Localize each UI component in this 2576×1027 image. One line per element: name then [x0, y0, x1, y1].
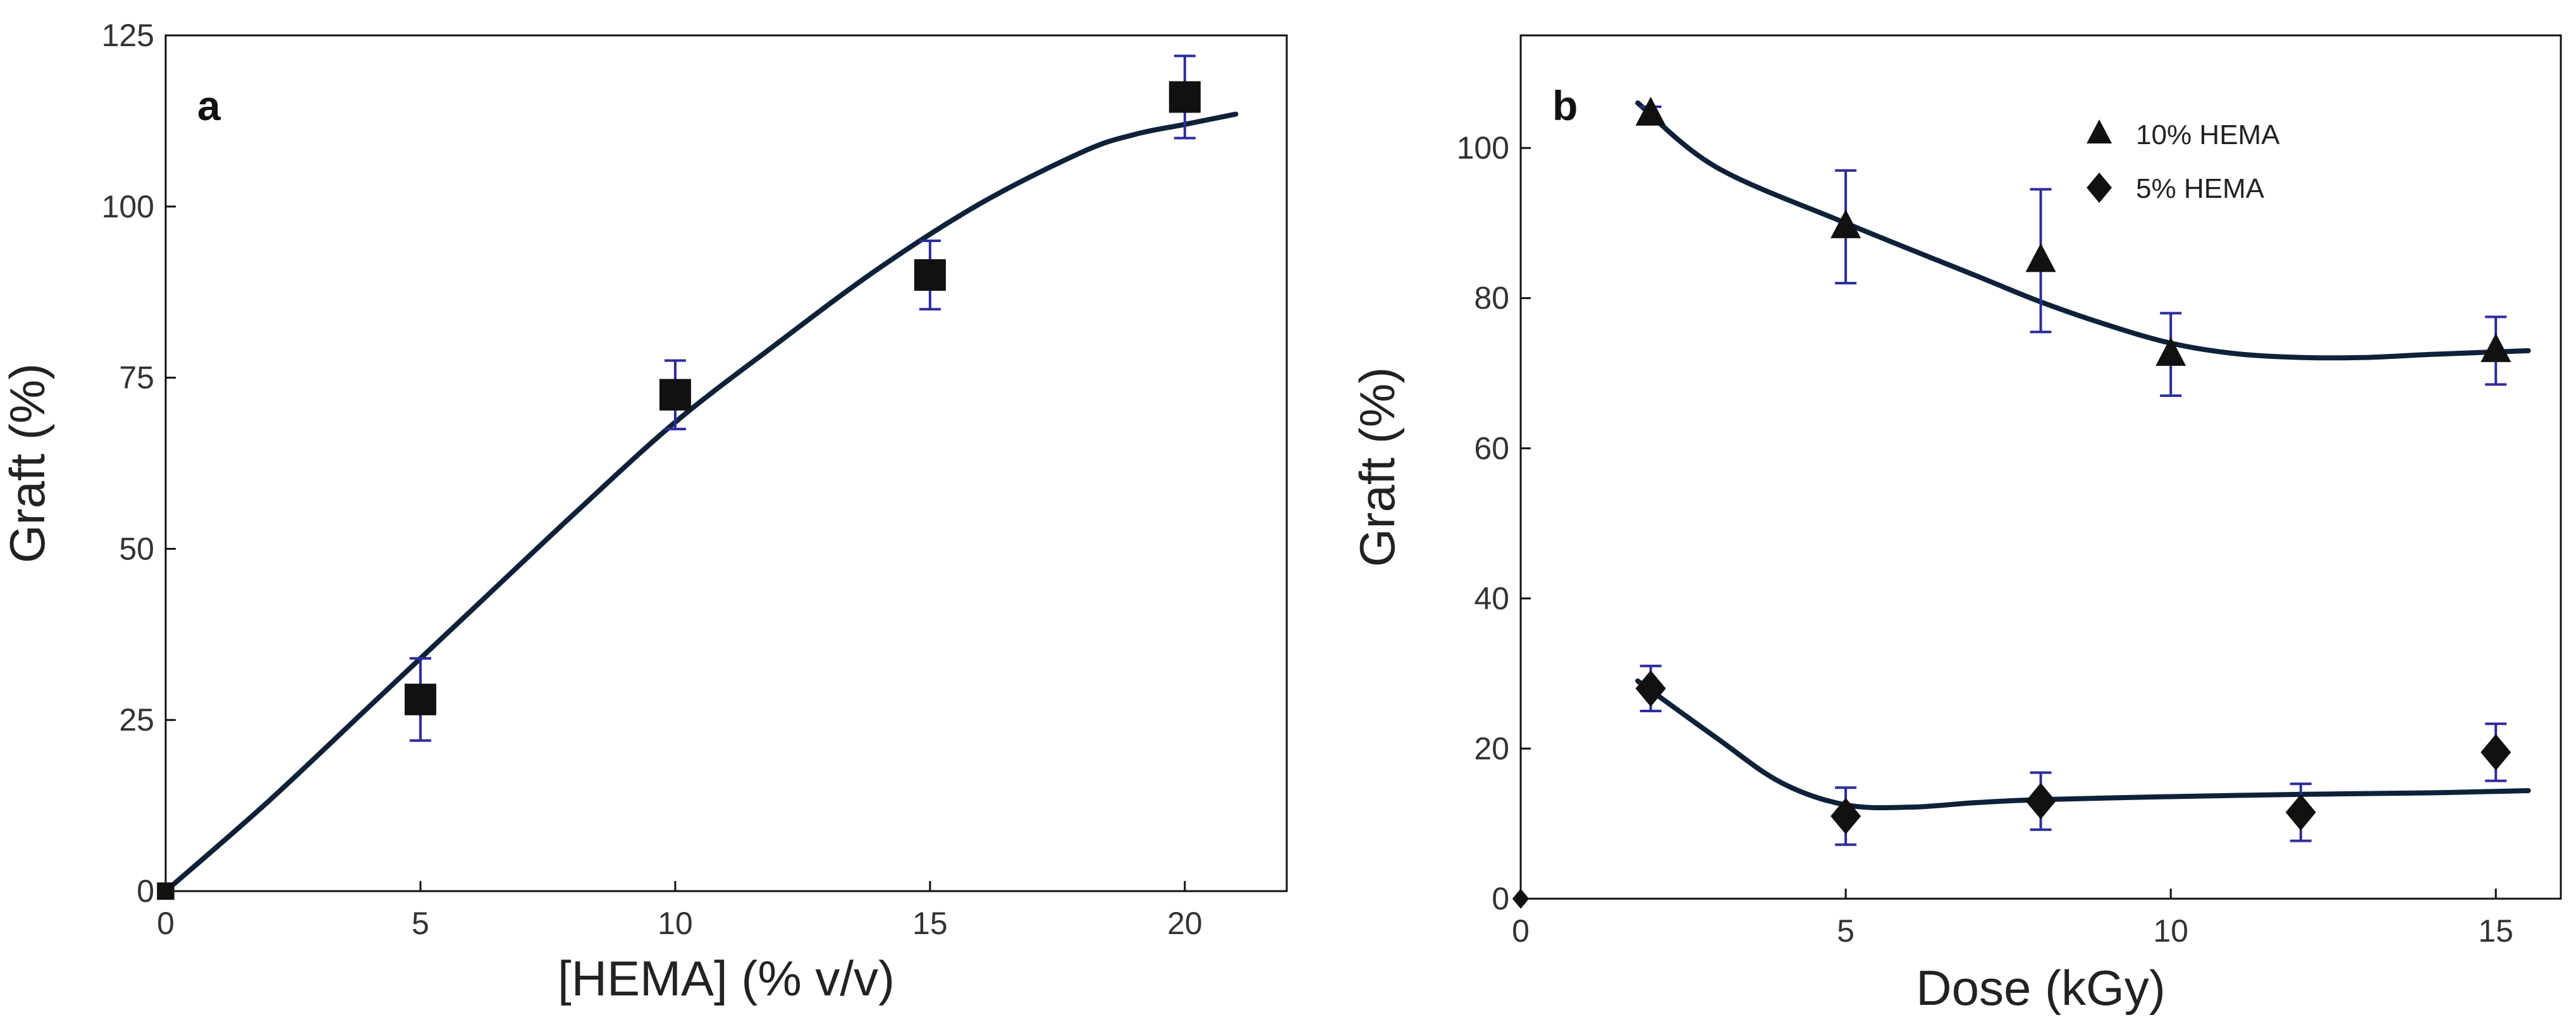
panel-a-y-tick-label: 125: [102, 18, 154, 53]
panel-a-data-point-graft: [659, 379, 691, 411]
panel-b-y-tick-label: 20: [1474, 731, 1509, 766]
panel-b-data-point-10-hema: [2025, 243, 2056, 272]
panel-a-x-tick-label: 10: [658, 906, 693, 941]
panel-b-legend: 10% HEMA 5% HEMA: [2087, 119, 2280, 204]
panel-a-y-tick-label: 75: [119, 360, 154, 396]
panel-a-data-point-graft: [1168, 81, 1201, 113]
panel-a-frame: [164, 34, 1288, 892]
panel-b-data-point-5-hema: [1635, 670, 1666, 707]
panel-b-data-point-10-hema: [2481, 333, 2512, 362]
panel-b-fit-curve-5-hema: [1635, 678, 2531, 811]
panel-b-data-point-5-hema: [1512, 889, 1530, 909]
panel-b-data-point-5-hema: [2481, 734, 2512, 771]
panel-b-letter: b: [1552, 82, 1578, 129]
panel-a: a [HEMA] (% v/v) Graft (%) 0 5 10 15 20 0 25 50…: [0, 18, 1288, 1006]
panel-a-x-tick-label: 20: [1167, 906, 1203, 941]
panel-b-x-axis-title: Dose (kGy): [1916, 960, 2165, 1016]
panel-b-data-point-10-hema: [2156, 337, 2187, 366]
panel-a-y-tick-label: 0: [137, 873, 154, 909]
panel-a-y-axis-title: Graft (%): [0, 363, 55, 563]
panel-a-data-point-graft: [157, 882, 175, 900]
panel-b-data-point-5-hema: [1831, 798, 1861, 835]
panel-b-x-tick-label: 15: [2478, 913, 2513, 949]
panel-b-y-tick-label: 40: [1474, 581, 1509, 616]
panel-b: b Dose (kGy) Graft (%) 0 5 10 15 0 20 40 60 80 10…: [1349, 34, 2562, 1016]
panel-b-frame: [1519, 34, 2562, 900]
panel-b-ticks: 0 5 10 15 0 20 40 60 80 100: [1457, 130, 2513, 949]
panel-a-x-tick-label: 15: [912, 906, 948, 941]
panel-b-y-tick-label: 100: [1457, 130, 1509, 166]
panel-b-y-tick-label: 60: [1474, 430, 1509, 466]
panel-b-y-tick-label: 0: [1492, 881, 1509, 916]
panel-a-letter: a: [197, 82, 221, 129]
panel-b-fit-curve-10-hema: [1635, 100, 2531, 361]
panel-a-plot: [157, 54, 1239, 900]
legend-label-10pct-hema: 10% HEMA: [2136, 119, 2280, 150]
panel-a-ticks: 0 5 10 15 20 0 25 50 75 100 125: [102, 18, 1203, 941]
panel-a-y-tick-label: 50: [119, 531, 154, 566]
panel-b-x-tick-label: 5: [1837, 913, 1855, 949]
panel-b-data-point-10-hema: [1635, 97, 1666, 126]
panel-a-data-point-graft: [404, 683, 436, 715]
legend-marker-10pct-hema: [2087, 119, 2112, 143]
panel-b-data-point-5-hema: [2025, 782, 2056, 820]
legend-marker-5pct-hema: [2087, 173, 2112, 203]
panel-b-data-point-5-hema: [2285, 794, 2316, 831]
legend-label-5pct-hema: 5% HEMA: [2136, 173, 2265, 204]
panel-a-y-tick-label: 25: [119, 702, 154, 738]
panel-b-x-tick-label: 0: [1512, 913, 1530, 949]
panel-a-fit-curve-graft: [163, 111, 1239, 894]
panel-a-y-tick-label: 100: [102, 189, 154, 224]
panel-a-x-tick-label: 5: [412, 906, 429, 941]
panel-b-y-axis-title: Graft (%): [1349, 367, 1405, 567]
panel-b-data-point-10-hema: [1831, 209, 1861, 238]
panel-b-y-tick-label: 80: [1474, 281, 1509, 316]
panel-a-data-point-graft: [914, 259, 946, 291]
panel-a-x-tick-label: 0: [157, 906, 175, 941]
panel-b-plot: [1512, 97, 2531, 909]
panel-a-x-axis-title: [HEMA] (% v/v): [558, 951, 895, 1006]
panel-b-x-tick-label: 10: [2153, 913, 2188, 949]
